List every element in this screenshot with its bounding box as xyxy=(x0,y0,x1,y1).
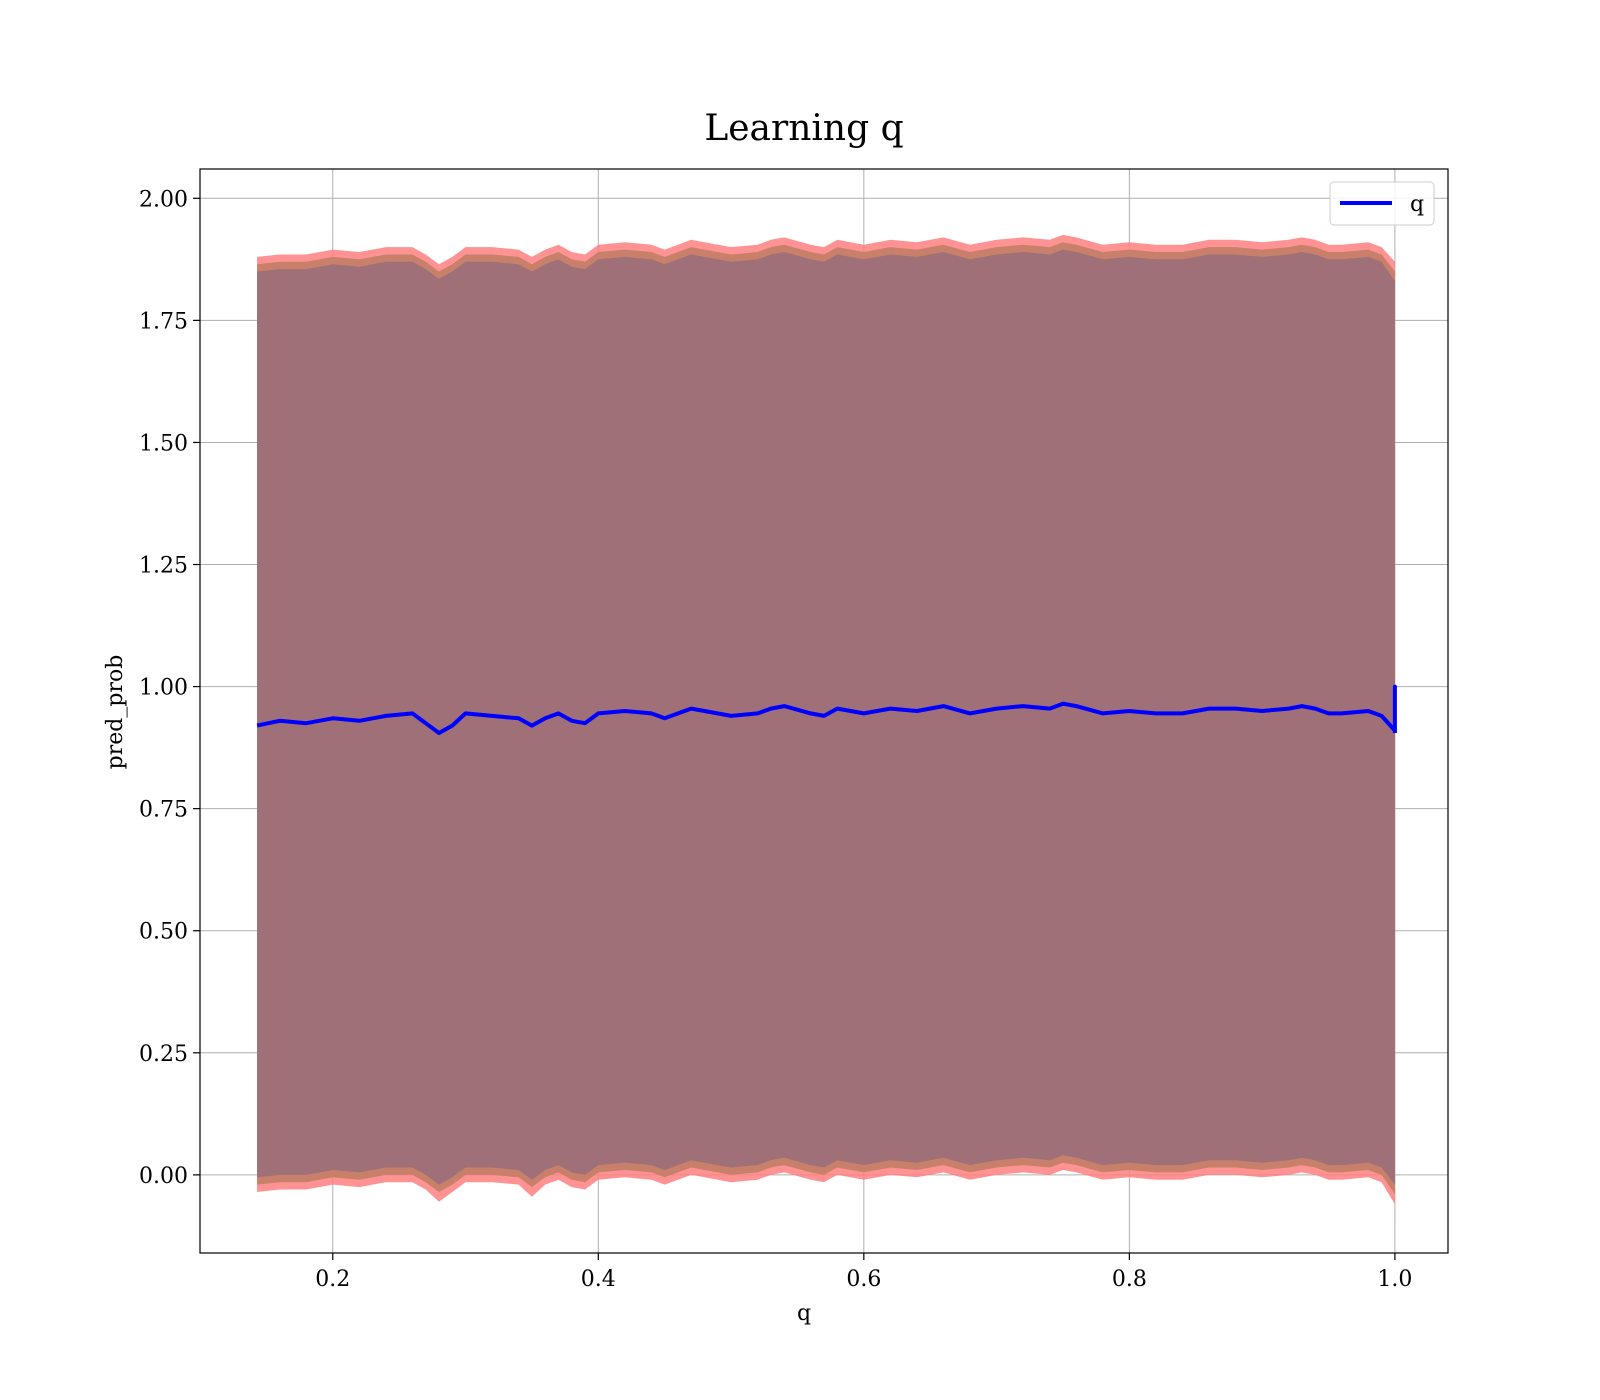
y-tick-label-0: 0.00 xyxy=(139,1164,188,1189)
y-tick-label-7: 1.75 xyxy=(139,309,188,334)
y-tick-label-6: 1.50 xyxy=(139,431,188,456)
x-tick-label-0: 0.2 xyxy=(315,1267,350,1292)
legend: q xyxy=(1329,181,1435,226)
chart-title: Learning q xyxy=(704,108,903,149)
x-tick-label-2: 0.6 xyxy=(846,1267,881,1292)
x-tick-label-4: 1.0 xyxy=(1377,1267,1412,1292)
y-axis-ticks: 0.00 0.25 0.50 0.75 1.00 1.25 1.50 1.75 2.00 xyxy=(139,187,200,1189)
confidence-bands xyxy=(257,234,1395,1205)
x-axis-ticks: 0.2 0.4 0.6 0.8 1.0 xyxy=(315,1253,1412,1292)
series-line-q xyxy=(256,684,1397,735)
band-inner xyxy=(257,249,1395,1185)
legend-label-q: q xyxy=(1410,192,1424,217)
y-tick-label-3: 0.75 xyxy=(139,798,188,823)
x-axis-label: q xyxy=(797,1301,811,1326)
x-tick-label-3: 0.8 xyxy=(1112,1267,1147,1292)
y-axis-label: pred_prob xyxy=(103,655,128,770)
y-tick-label-1: 0.25 xyxy=(139,1042,188,1067)
y-tick-label-2: 0.50 xyxy=(139,920,188,945)
plot-frame xyxy=(199,168,1449,1254)
y-tick-label-8: 2.00 xyxy=(139,187,188,212)
y-tick-label-4: 1.00 xyxy=(139,676,188,701)
x-tick-label-1: 0.4 xyxy=(581,1267,616,1292)
series-lines xyxy=(256,684,1397,735)
y-tick-label-5: 1.25 xyxy=(139,554,188,579)
